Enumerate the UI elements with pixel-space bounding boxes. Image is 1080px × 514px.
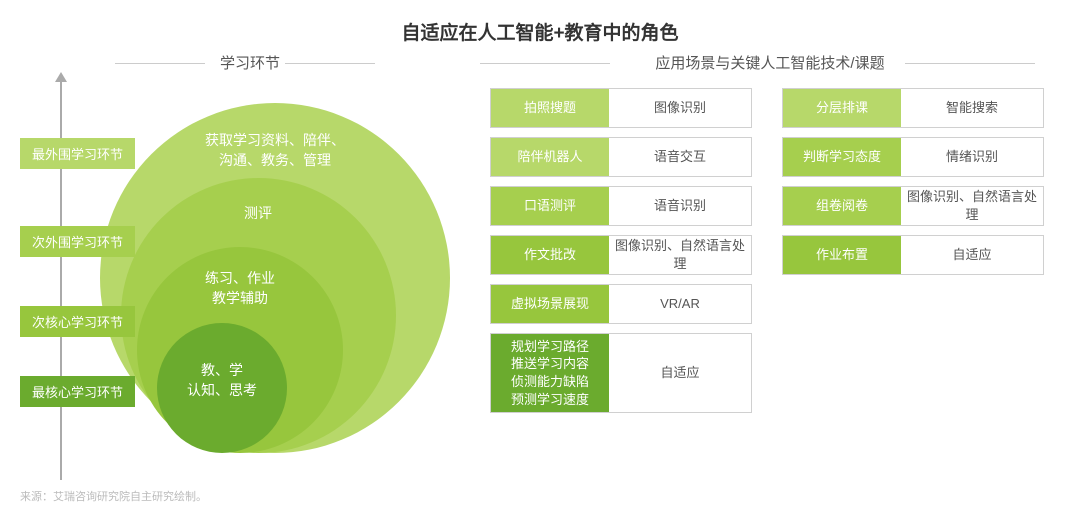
ring-3: 教、学认知、思考 [157,323,287,453]
tech-cell: 图像识别 [609,89,751,127]
tech-cell: 情绪识别 [901,138,1043,176]
app-column-0: 拍照搜题图像识别陪伴机器人语音交互口语测评语音识别作文批改图像识别、自然语言处理… [490,88,752,413]
app-row: 判断学习态度情绪识别 [782,137,1044,177]
app-row: 作业布置自适应 [782,235,1044,275]
level-tag-3: 最核心学习环节 [20,376,135,407]
left-section-header: 学习环节 [0,52,460,73]
app-row: 规划学习路径推送学习内容侦测能力缺陷预测学习速度自适应 [490,333,752,413]
tech-cell: VR/AR [609,285,751,323]
app-row: 分层排课智能搜索 [782,88,1044,128]
right-section-header: 应用场景与关键人工智能技术/课题 [460,52,1080,73]
app-row: 虚拟场景展现VR/AR [490,284,752,324]
right-table: 拍照搜题图像识别陪伴机器人语音交互口语测评语音识别作文批改图像识别、自然语言处理… [490,88,1060,413]
app-cell: 虚拟场景展现 [491,285,609,323]
app-row: 口语测评语音识别 [490,186,752,226]
tech-cell: 自适应 [609,334,751,412]
app-cell: 作业布置 [783,236,901,274]
source-note: 来源：艾瑞咨询研究院自主研究绘制。 [20,488,207,504]
page-title: 自适应在人工智能+教育中的角色 [0,0,1080,45]
ring-label-0: 获取学习资料、陪伴、沟通、教务、管理 [100,131,450,170]
app-row: 作文批改图像识别、自然语言处理 [490,235,752,275]
level-tag-0: 最外围学习环节 [20,138,135,169]
level-tag-1: 次外围学习环节 [20,226,135,257]
app-cell: 拍照搜题 [491,89,609,127]
app-cell: 作文批改 [491,236,609,274]
tech-cell: 智能搜索 [901,89,1043,127]
tech-cell: 图像识别、自然语言处理 [609,236,751,274]
app-cell: 判断学习态度 [783,138,901,176]
level-tag-2: 次核心学习环节 [20,306,135,337]
tech-cell: 自适应 [901,236,1043,274]
app-row: 组卷阅卷图像识别、自然语言处理 [782,186,1044,226]
tech-cell: 图像识别、自然语言处理 [901,187,1043,225]
ring-label-2: 练习、作业教学辅助 [137,269,343,308]
app-row: 拍照搜题图像识别 [490,88,752,128]
left-diagram: 获取学习资料、陪伴、沟通、教务、管理测评练习、作业教学辅助教、学认知、思考 最外… [0,78,470,498]
tech-cell: 语音识别 [609,187,751,225]
app-cell: 组卷阅卷 [783,187,901,225]
app-cell: 规划学习路径推送学习内容侦测能力缺陷预测学习速度 [491,334,609,412]
app-cell: 陪伴机器人 [491,138,609,176]
app-cell: 口语测评 [491,187,609,225]
tech-cell: 语音交互 [609,138,751,176]
app-row: 陪伴机器人语音交互 [490,137,752,177]
app-cell: 分层排课 [783,89,901,127]
app-column-1: 分层排课智能搜索判断学习态度情绪识别组卷阅卷图像识别、自然语言处理作业布置自适应 [782,88,1044,413]
ring-label-3: 教、学认知、思考 [157,361,287,400]
section-headers: 学习环节 应用场景与关键人工智能技术/课题 [0,52,1080,73]
ring-label-1: 测评 [121,204,396,224]
